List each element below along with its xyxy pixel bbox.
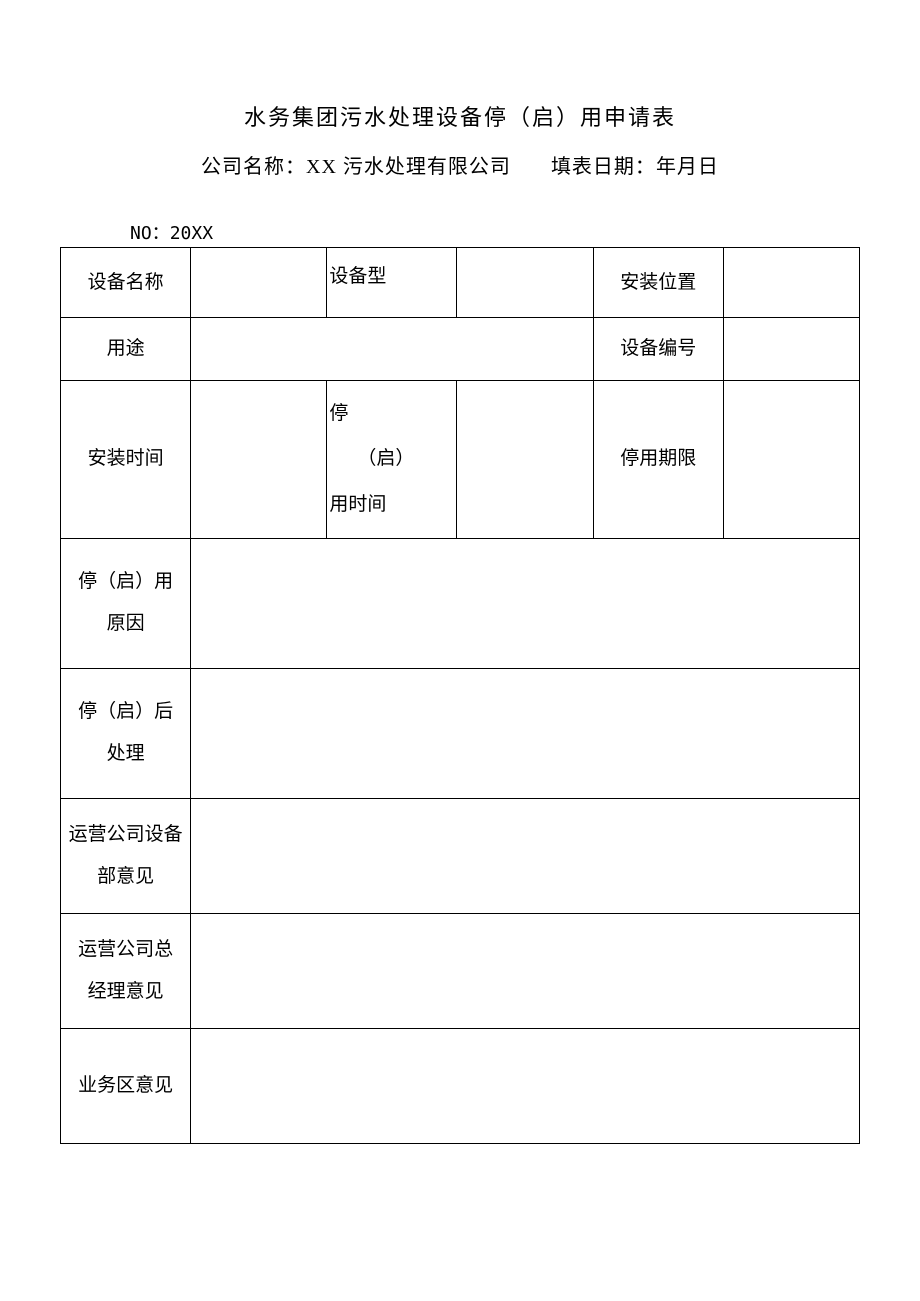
device-number-value [723, 318, 859, 381]
fill-date-value: 年月日 [656, 156, 719, 178]
install-position-label: 安装位置 [593, 248, 723, 318]
install-position-value [723, 248, 859, 318]
fill-date-label: 填表日期： [551, 156, 656, 178]
stop-start-time-value [457, 380, 593, 538]
form-title: 水务集团污水处理设备停（启）用申请表 [60, 100, 860, 132]
device-model-label: 设备型 [327, 248, 457, 318]
stop-reason-line2: 原因 [107, 613, 145, 634]
no-label: NO： [130, 223, 170, 244]
dept-opinion-value [191, 798, 860, 913]
application-table: 设备名称 设备型 安装位置 用途 设备编号 安装时间 停 （启） 用时间 停用期… [60, 247, 860, 1144]
form-number: NO：20XX [130, 219, 860, 245]
table-row: 运营公司设备 部意见 [61, 798, 860, 913]
stop-time-line3: 用时间 [329, 494, 386, 515]
business-opinion-label: 业务区意见 [61, 1028, 191, 1143]
form-subtitle: 公司名称：XX 污水处理有限公司 填表日期：年月日 [60, 150, 860, 179]
device-name-label: 设备名称 [61, 248, 191, 318]
dept-opinion-line1: 运营公司设备 [69, 824, 183, 845]
table-row: 设备名称 设备型 安装位置 [61, 248, 860, 318]
stop-reason-label: 停（启）用 原因 [61, 538, 191, 668]
table-row: 安装时间 停 （启） 用时间 停用期限 [61, 380, 860, 538]
device-number-label: 设备编号 [593, 318, 723, 381]
after-stop-line1: 停（启）后 [78, 701, 173, 722]
device-model-value [457, 248, 593, 318]
install-time-label: 安装时间 [61, 380, 191, 538]
install-time-value [191, 380, 327, 538]
purpose-value [191, 318, 593, 381]
business-opinion-value [191, 1028, 860, 1143]
manager-opinion-label: 运营公司总 经理意见 [61, 913, 191, 1028]
manager-opinion-line1: 运营公司总 [78, 939, 173, 960]
device-name-value [191, 248, 327, 318]
company-name: XX 污水处理有限公司 [306, 156, 511, 178]
table-row: 运营公司总 经理意见 [61, 913, 860, 1028]
table-row: 停（启）用 原因 [61, 538, 860, 668]
purpose-label: 用途 [61, 318, 191, 381]
stop-start-time-label: 停 （启） 用时间 [327, 380, 457, 538]
manager-opinion-value [191, 913, 860, 1028]
stop-time-line2: （启） [329, 436, 414, 482]
no-value: 20XX [170, 223, 213, 244]
table-row: 停（启）后 处理 [61, 668, 860, 798]
table-row: 业务区意见 [61, 1028, 860, 1143]
stop-time-line1: 停 [329, 403, 348, 424]
stop-period-value [723, 380, 859, 538]
company-label: 公司名称： [201, 156, 306, 178]
table-row: 用途 设备编号 [61, 318, 860, 381]
stop-reason-line1: 停（启）用 [78, 571, 173, 592]
dept-opinion-label: 运营公司设备 部意见 [61, 798, 191, 913]
after-stop-line2: 处理 [107, 743, 145, 764]
after-stop-label: 停（启）后 处理 [61, 668, 191, 798]
stop-reason-value [191, 538, 860, 668]
dept-opinion-line2: 部意见 [97, 866, 154, 887]
after-stop-value [191, 668, 860, 798]
manager-opinion-line2: 经理意见 [88, 981, 164, 1002]
stop-period-label: 停用期限 [593, 380, 723, 538]
